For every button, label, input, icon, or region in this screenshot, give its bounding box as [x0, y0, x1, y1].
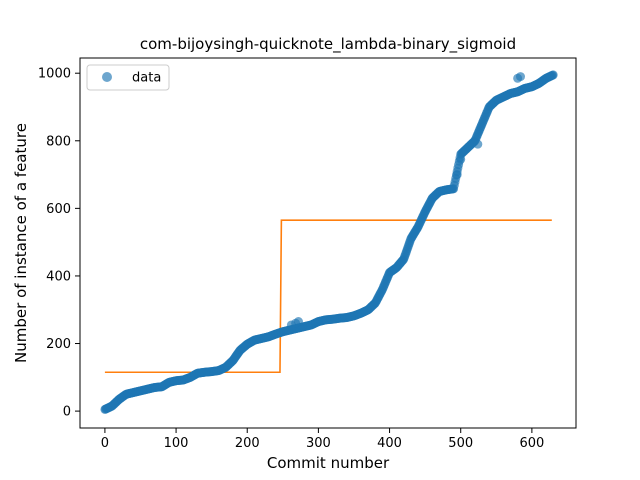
y-tick-label: 1000 — [38, 67, 71, 82]
data-point — [456, 154, 466, 164]
plot-frame — [79, 57, 577, 429]
data-point — [286, 320, 296, 330]
data-point — [515, 72, 525, 82]
points-layer — [100, 70, 558, 414]
chart-title: com-bijoysingh-quicknote_lambda-binary_s… — [140, 35, 516, 54]
y-tick-label: 400 — [46, 269, 71, 284]
legend-marker-data — [102, 72, 112, 82]
x-tick-label: 600 — [519, 436, 544, 451]
x-axis-ticks: 0 100 200 300 400 500 600 — [101, 428, 544, 451]
x-tick-label: 300 — [306, 436, 331, 451]
x-axis-label: Commit number — [267, 454, 390, 472]
data-point — [548, 70, 558, 80]
data-point — [293, 317, 303, 327]
legend-label-data: data — [132, 71, 161, 86]
x-tick-label: 200 — [235, 436, 260, 451]
x-tick-label: 100 — [164, 436, 189, 451]
data-point — [452, 170, 462, 180]
legend-box — [86, 64, 170, 91]
y-tick-label: 200 — [46, 337, 71, 352]
legend: data — [86, 64, 170, 91]
x-tick-label: 400 — [377, 436, 402, 451]
y-axis-ticks: 0 200 400 600 800 1000 — [38, 67, 80, 420]
x-tick-label: 0 — [101, 436, 109, 451]
y-tick-label: 800 — [46, 134, 71, 149]
y-axis-label: Number of instance of a feature — [12, 123, 30, 363]
y-tick-label: 600 — [46, 202, 71, 217]
data-point — [473, 139, 483, 149]
x-tick-label: 500 — [448, 436, 473, 451]
y-tick-label: 0 — [63, 405, 71, 420]
